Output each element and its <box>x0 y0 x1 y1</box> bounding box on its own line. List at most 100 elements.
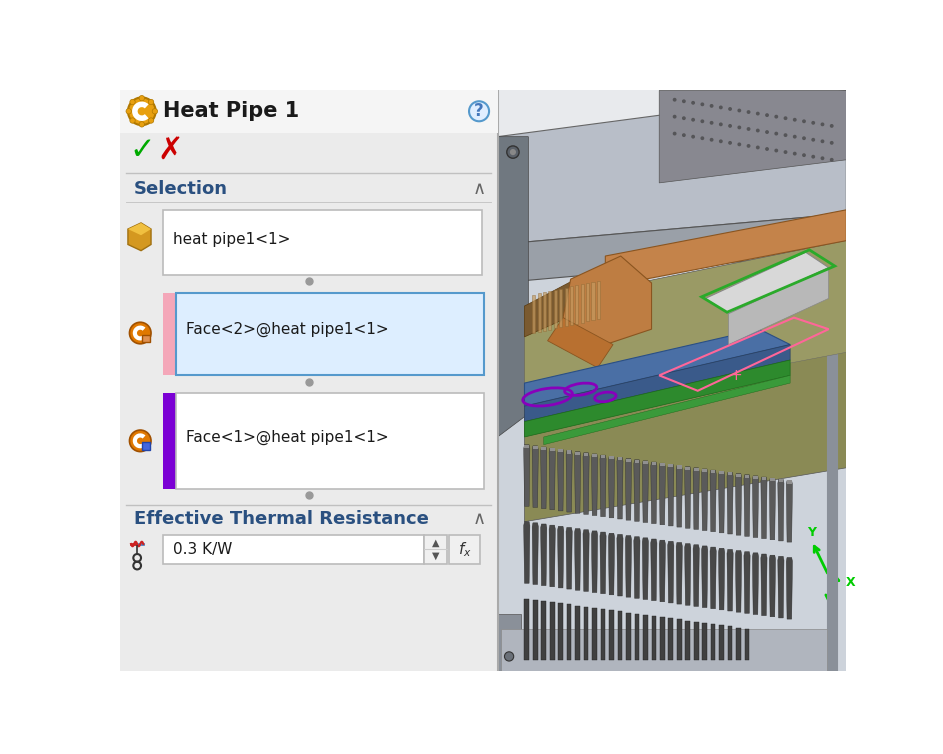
Polygon shape <box>686 467 690 470</box>
FancyBboxPatch shape <box>141 335 150 342</box>
Polygon shape <box>770 478 775 481</box>
Polygon shape <box>617 458 623 519</box>
Polygon shape <box>705 252 829 314</box>
Polygon shape <box>694 622 699 661</box>
Text: Selection: Selection <box>134 180 228 198</box>
Circle shape <box>129 322 151 344</box>
Polygon shape <box>711 470 716 474</box>
Polygon shape <box>554 290 556 329</box>
Polygon shape <box>548 317 613 368</box>
Circle shape <box>152 109 157 114</box>
Polygon shape <box>498 614 521 671</box>
Polygon shape <box>557 526 564 588</box>
Circle shape <box>756 129 760 133</box>
Polygon shape <box>643 615 648 661</box>
Circle shape <box>148 100 154 105</box>
Polygon shape <box>634 537 640 598</box>
Polygon shape <box>729 268 829 345</box>
Polygon shape <box>762 477 767 480</box>
Polygon shape <box>778 556 784 618</box>
Polygon shape <box>786 557 792 619</box>
FancyBboxPatch shape <box>162 210 482 275</box>
Circle shape <box>830 124 834 128</box>
Polygon shape <box>566 528 572 589</box>
Circle shape <box>811 138 815 142</box>
Polygon shape <box>524 360 790 437</box>
Polygon shape <box>559 289 562 327</box>
Polygon shape <box>618 611 622 661</box>
Circle shape <box>784 133 787 137</box>
Polygon shape <box>625 458 632 520</box>
Polygon shape <box>558 603 563 661</box>
Circle shape <box>672 98 676 102</box>
Polygon shape <box>591 454 598 516</box>
Polygon shape <box>550 448 554 451</box>
Polygon shape <box>769 478 775 540</box>
Polygon shape <box>574 529 581 590</box>
Text: 0.3 K/W: 0.3 K/W <box>173 542 232 557</box>
FancyBboxPatch shape <box>162 535 424 564</box>
Circle shape <box>672 115 676 118</box>
Circle shape <box>506 146 519 158</box>
Text: ∧: ∧ <box>472 180 486 198</box>
Circle shape <box>830 141 834 145</box>
Circle shape <box>737 143 741 146</box>
Polygon shape <box>727 550 733 611</box>
Polygon shape <box>567 605 571 661</box>
Polygon shape <box>744 475 750 536</box>
FancyBboxPatch shape <box>121 90 498 671</box>
Circle shape <box>793 152 797 155</box>
Circle shape <box>469 101 489 121</box>
FancyBboxPatch shape <box>175 293 484 375</box>
Polygon shape <box>575 285 578 323</box>
Circle shape <box>134 103 150 119</box>
Circle shape <box>128 97 156 125</box>
Polygon shape <box>583 452 589 514</box>
Polygon shape <box>659 540 666 602</box>
Polygon shape <box>710 547 717 608</box>
Circle shape <box>820 156 824 160</box>
Text: ▲: ▲ <box>432 538 439 548</box>
Polygon shape <box>566 450 572 512</box>
Polygon shape <box>719 548 724 610</box>
Polygon shape <box>778 480 784 541</box>
Polygon shape <box>736 474 741 477</box>
FancyBboxPatch shape <box>141 443 150 450</box>
Polygon shape <box>728 627 733 661</box>
Text: Y: Y <box>807 526 816 538</box>
FancyBboxPatch shape <box>498 90 847 671</box>
Polygon shape <box>652 462 656 465</box>
Circle shape <box>126 109 131 114</box>
Polygon shape <box>677 465 682 468</box>
Polygon shape <box>761 477 767 538</box>
Polygon shape <box>584 607 588 661</box>
Circle shape <box>793 135 797 139</box>
Polygon shape <box>538 293 540 332</box>
Polygon shape <box>532 295 536 333</box>
Polygon shape <box>652 616 656 661</box>
Circle shape <box>701 119 704 123</box>
Text: Face<1>@heat pipe1<1>: Face<1>@heat pipe1<1> <box>186 429 389 445</box>
Polygon shape <box>540 524 547 586</box>
Polygon shape <box>703 623 707 661</box>
Polygon shape <box>608 533 615 595</box>
Polygon shape <box>660 618 665 661</box>
Polygon shape <box>643 461 648 464</box>
Polygon shape <box>498 90 847 191</box>
Polygon shape <box>532 523 538 584</box>
Polygon shape <box>570 287 573 325</box>
Polygon shape <box>635 460 639 463</box>
Polygon shape <box>618 458 622 461</box>
Circle shape <box>728 141 732 145</box>
Polygon shape <box>693 545 700 606</box>
Polygon shape <box>753 476 758 538</box>
Polygon shape <box>587 283 589 321</box>
Polygon shape <box>524 241 847 522</box>
Circle shape <box>719 139 722 143</box>
Polygon shape <box>736 550 741 612</box>
Circle shape <box>774 149 778 152</box>
Polygon shape <box>669 464 673 467</box>
Polygon shape <box>703 469 707 472</box>
Polygon shape <box>609 456 614 459</box>
Circle shape <box>774 115 778 118</box>
